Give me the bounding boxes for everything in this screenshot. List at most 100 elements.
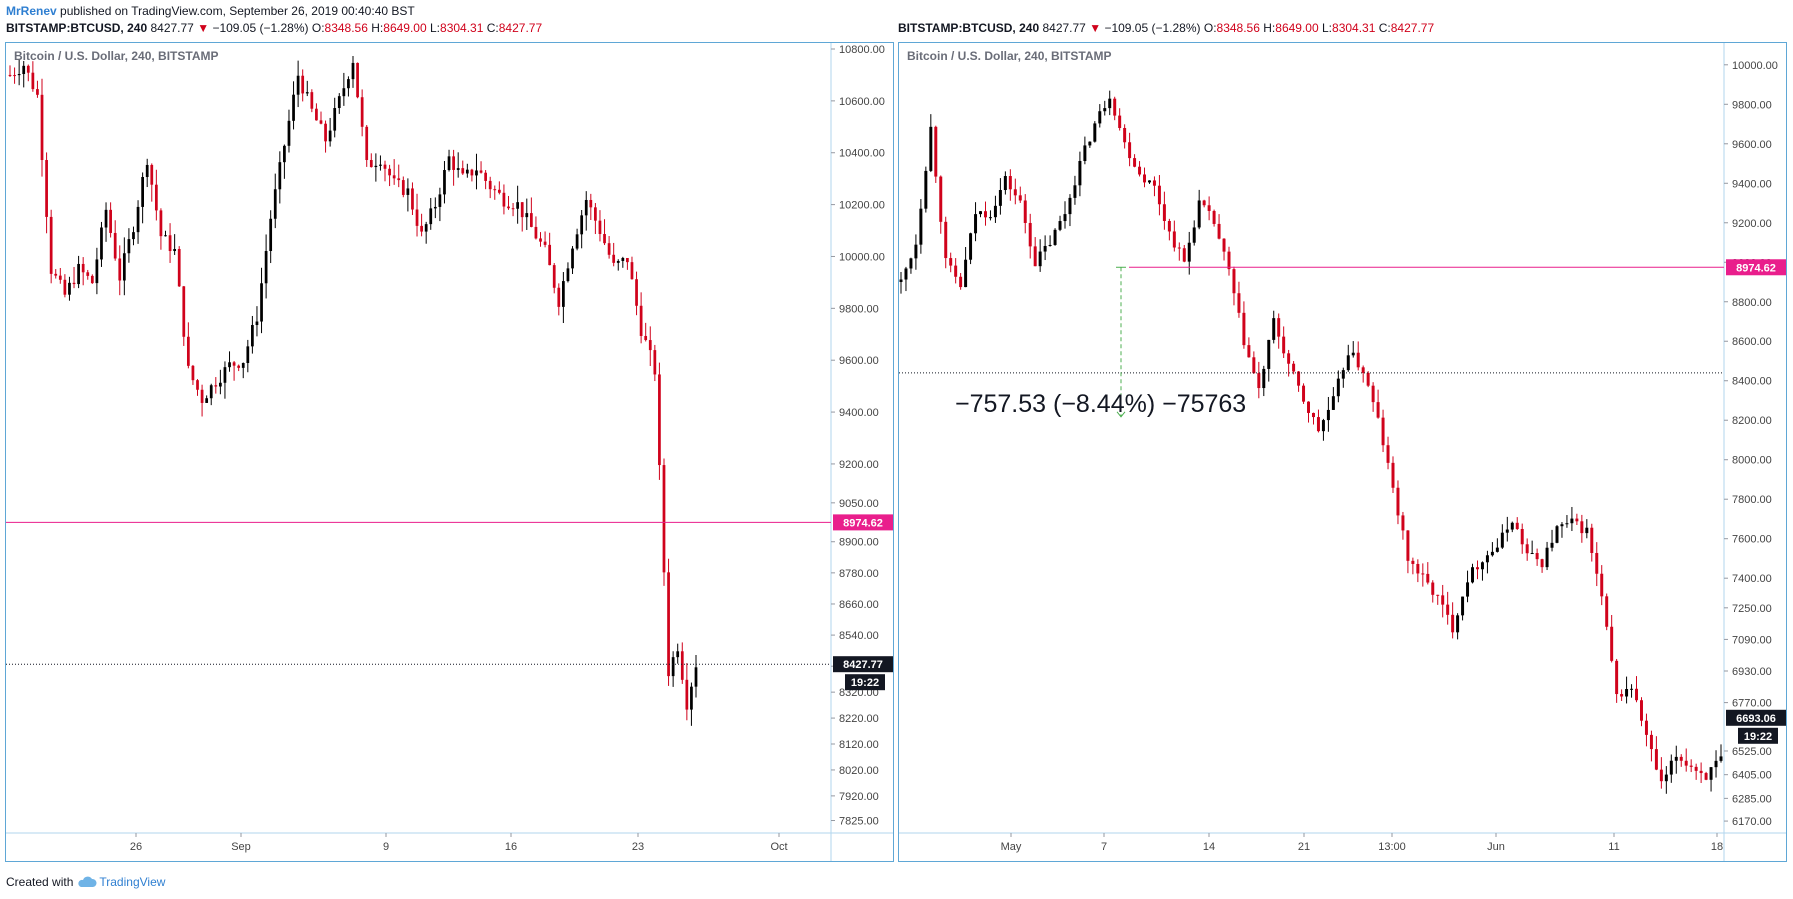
close-label: C:: [1378, 21, 1391, 35]
candle: [475, 153, 478, 190]
candlestick-chart-right[interactable]: 10000.009800.009600.009400.009200.009000…: [899, 43, 1787, 862]
y-tick-label: 9400.00: [1732, 178, 1772, 190]
candle: [1123, 124, 1127, 149]
candle: [1356, 341, 1360, 371]
x-tick-label: Sep: [231, 841, 251, 853]
candlestick-chart-left[interactable]: 10800.00 10600.00 10400.00 10200.00 10000.00…: [6, 43, 894, 862]
x-tick-label: 11: [1608, 841, 1619, 853]
candle-body: [488, 180, 492, 190]
candle-body: [1292, 363, 1296, 372]
candle-body: [219, 382, 222, 387]
candle-body: [31, 72, 35, 90]
candle: [237, 364, 241, 372]
tradingview-logo[interactable]: TradingView: [77, 875, 165, 889]
chart-panel-left[interactable]: 10800.00 10600.00 10400.00 10200.00 10000.00…: [5, 42, 894, 862]
candle-body: [365, 126, 369, 160]
candle: [516, 185, 520, 224]
candle-body: [283, 145, 286, 163]
candle-body: [360, 97, 364, 127]
candle-body: [949, 258, 953, 266]
candle: [356, 62, 359, 99]
candle-body: [1610, 626, 1614, 661]
candle-body: [1336, 378, 1340, 397]
candle: [1605, 593, 1609, 631]
candle: [1128, 132, 1132, 167]
candle: [287, 109, 291, 153]
candle: [1699, 762, 1703, 784]
candle-body: [392, 175, 396, 179]
candle-body: [648, 340, 652, 351]
candle: [1391, 456, 1395, 493]
candle-body: [159, 210, 163, 237]
candle: [616, 259, 620, 271]
candle: [401, 176, 405, 198]
candle: [1396, 480, 1400, 525]
candle-body: [1411, 560, 1415, 564]
candle-body: [1237, 293, 1241, 313]
candle: [690, 682, 693, 726]
candle-body: [1396, 487, 1400, 516]
candle-body: [1038, 251, 1042, 267]
y-tick-label: 10600.00: [839, 96, 885, 108]
candle: [283, 144, 286, 179]
candle-body: [998, 190, 1002, 206]
candle-body: [1520, 528, 1524, 545]
author-link[interactable]: MrRenev: [6, 4, 57, 18]
candle-body: [374, 165, 378, 168]
candle: [1426, 562, 1430, 585]
candle: [594, 203, 597, 235]
y-tick-label: 8660.00: [839, 599, 879, 611]
candle: [575, 228, 579, 251]
x-tick-label: 16: [505, 841, 517, 853]
chart-panel-right[interactable]: 10000.009800.009600.009400.009200.009000…: [898, 42, 1787, 862]
candle: [488, 176, 492, 199]
candle-body: [347, 79, 350, 89]
candle-body: [1351, 352, 1355, 356]
candle: [1535, 548, 1539, 566]
candle: [292, 81, 295, 130]
candle-body: [685, 679, 689, 710]
candle-body: [328, 130, 332, 142]
cloud-icon: [78, 876, 97, 887]
candle: [1560, 522, 1564, 538]
candle: [1237, 281, 1241, 318]
candle-body: [1331, 396, 1335, 410]
candle-body: [993, 205, 997, 218]
y-tick-label: 8000.00: [1732, 455, 1772, 467]
candle-body: [333, 108, 337, 131]
candle: [1649, 730, 1653, 762]
candle-body: [598, 220, 602, 235]
candle: [374, 153, 378, 182]
candle-body: [269, 218, 273, 252]
y-tick-label: 9600.00: [1732, 139, 1772, 151]
candle: [1540, 558, 1544, 573]
candle-body: [1456, 615, 1460, 633]
candle-body: [461, 168, 465, 174]
y-tick-label: 6405.00: [1732, 770, 1772, 782]
y-tick-label: 8020.00: [839, 765, 879, 777]
candle-body: [1560, 524, 1564, 527]
candle-body: [379, 164, 382, 166]
y-tick-label: 6170.00: [1732, 816, 1772, 828]
candle: [1490, 542, 1494, 557]
candle: [1659, 757, 1663, 789]
y-tick-label: 9200.00: [1732, 218, 1772, 230]
candle: [1461, 596, 1465, 621]
candle: [328, 117, 332, 147]
y-tick-label: 7600.00: [1732, 534, 1772, 546]
candle-body: [223, 367, 227, 383]
candle: [241, 362, 245, 379]
candle: [612, 242, 616, 267]
candle: [1441, 584, 1445, 618]
candle: [63, 274, 67, 298]
candle: [1366, 371, 1370, 388]
candle: [429, 197, 433, 230]
candle-body: [497, 189, 501, 193]
candle: [1376, 389, 1380, 419]
candle: [1326, 396, 1330, 432]
candle-body: [287, 120, 291, 146]
candle-body: [415, 209, 419, 226]
candle-body: [1545, 547, 1549, 568]
candle-body: [1073, 185, 1077, 198]
candle-body: [1287, 353, 1291, 364]
